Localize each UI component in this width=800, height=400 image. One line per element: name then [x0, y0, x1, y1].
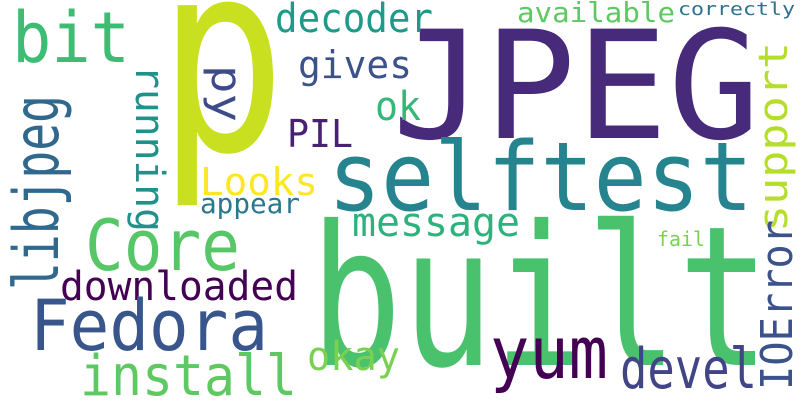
word: p [158, 0, 286, 213]
word: selftest [328, 123, 753, 233]
word: gives [298, 43, 412, 87]
word: running [126, 65, 172, 232]
word: Fedora [30, 285, 268, 367]
word: message [352, 200, 520, 246]
word: devel [620, 337, 757, 400]
word: okay [307, 334, 400, 380]
word: bit [12, 0, 130, 79]
word: Core [85, 205, 240, 287]
word: JPEG [392, 0, 760, 174]
word: Looks [200, 160, 318, 204]
word: decoder [275, 0, 433, 42]
word: install [80, 344, 297, 400]
word: libjpeg [0, 95, 73, 290]
word: py [202, 65, 251, 122]
word: built [310, 184, 770, 400]
word: support [751, 42, 797, 232]
word: available [517, 0, 675, 29]
word: correctly [678, 0, 795, 20]
word: IOError [752, 220, 800, 390]
word: appear [200, 187, 300, 220]
word: downloaded [60, 264, 298, 310]
word: fail [657, 227, 705, 251]
word: ok [375, 84, 421, 130]
word: yum [490, 311, 608, 395]
word: PIL [287, 112, 353, 156]
